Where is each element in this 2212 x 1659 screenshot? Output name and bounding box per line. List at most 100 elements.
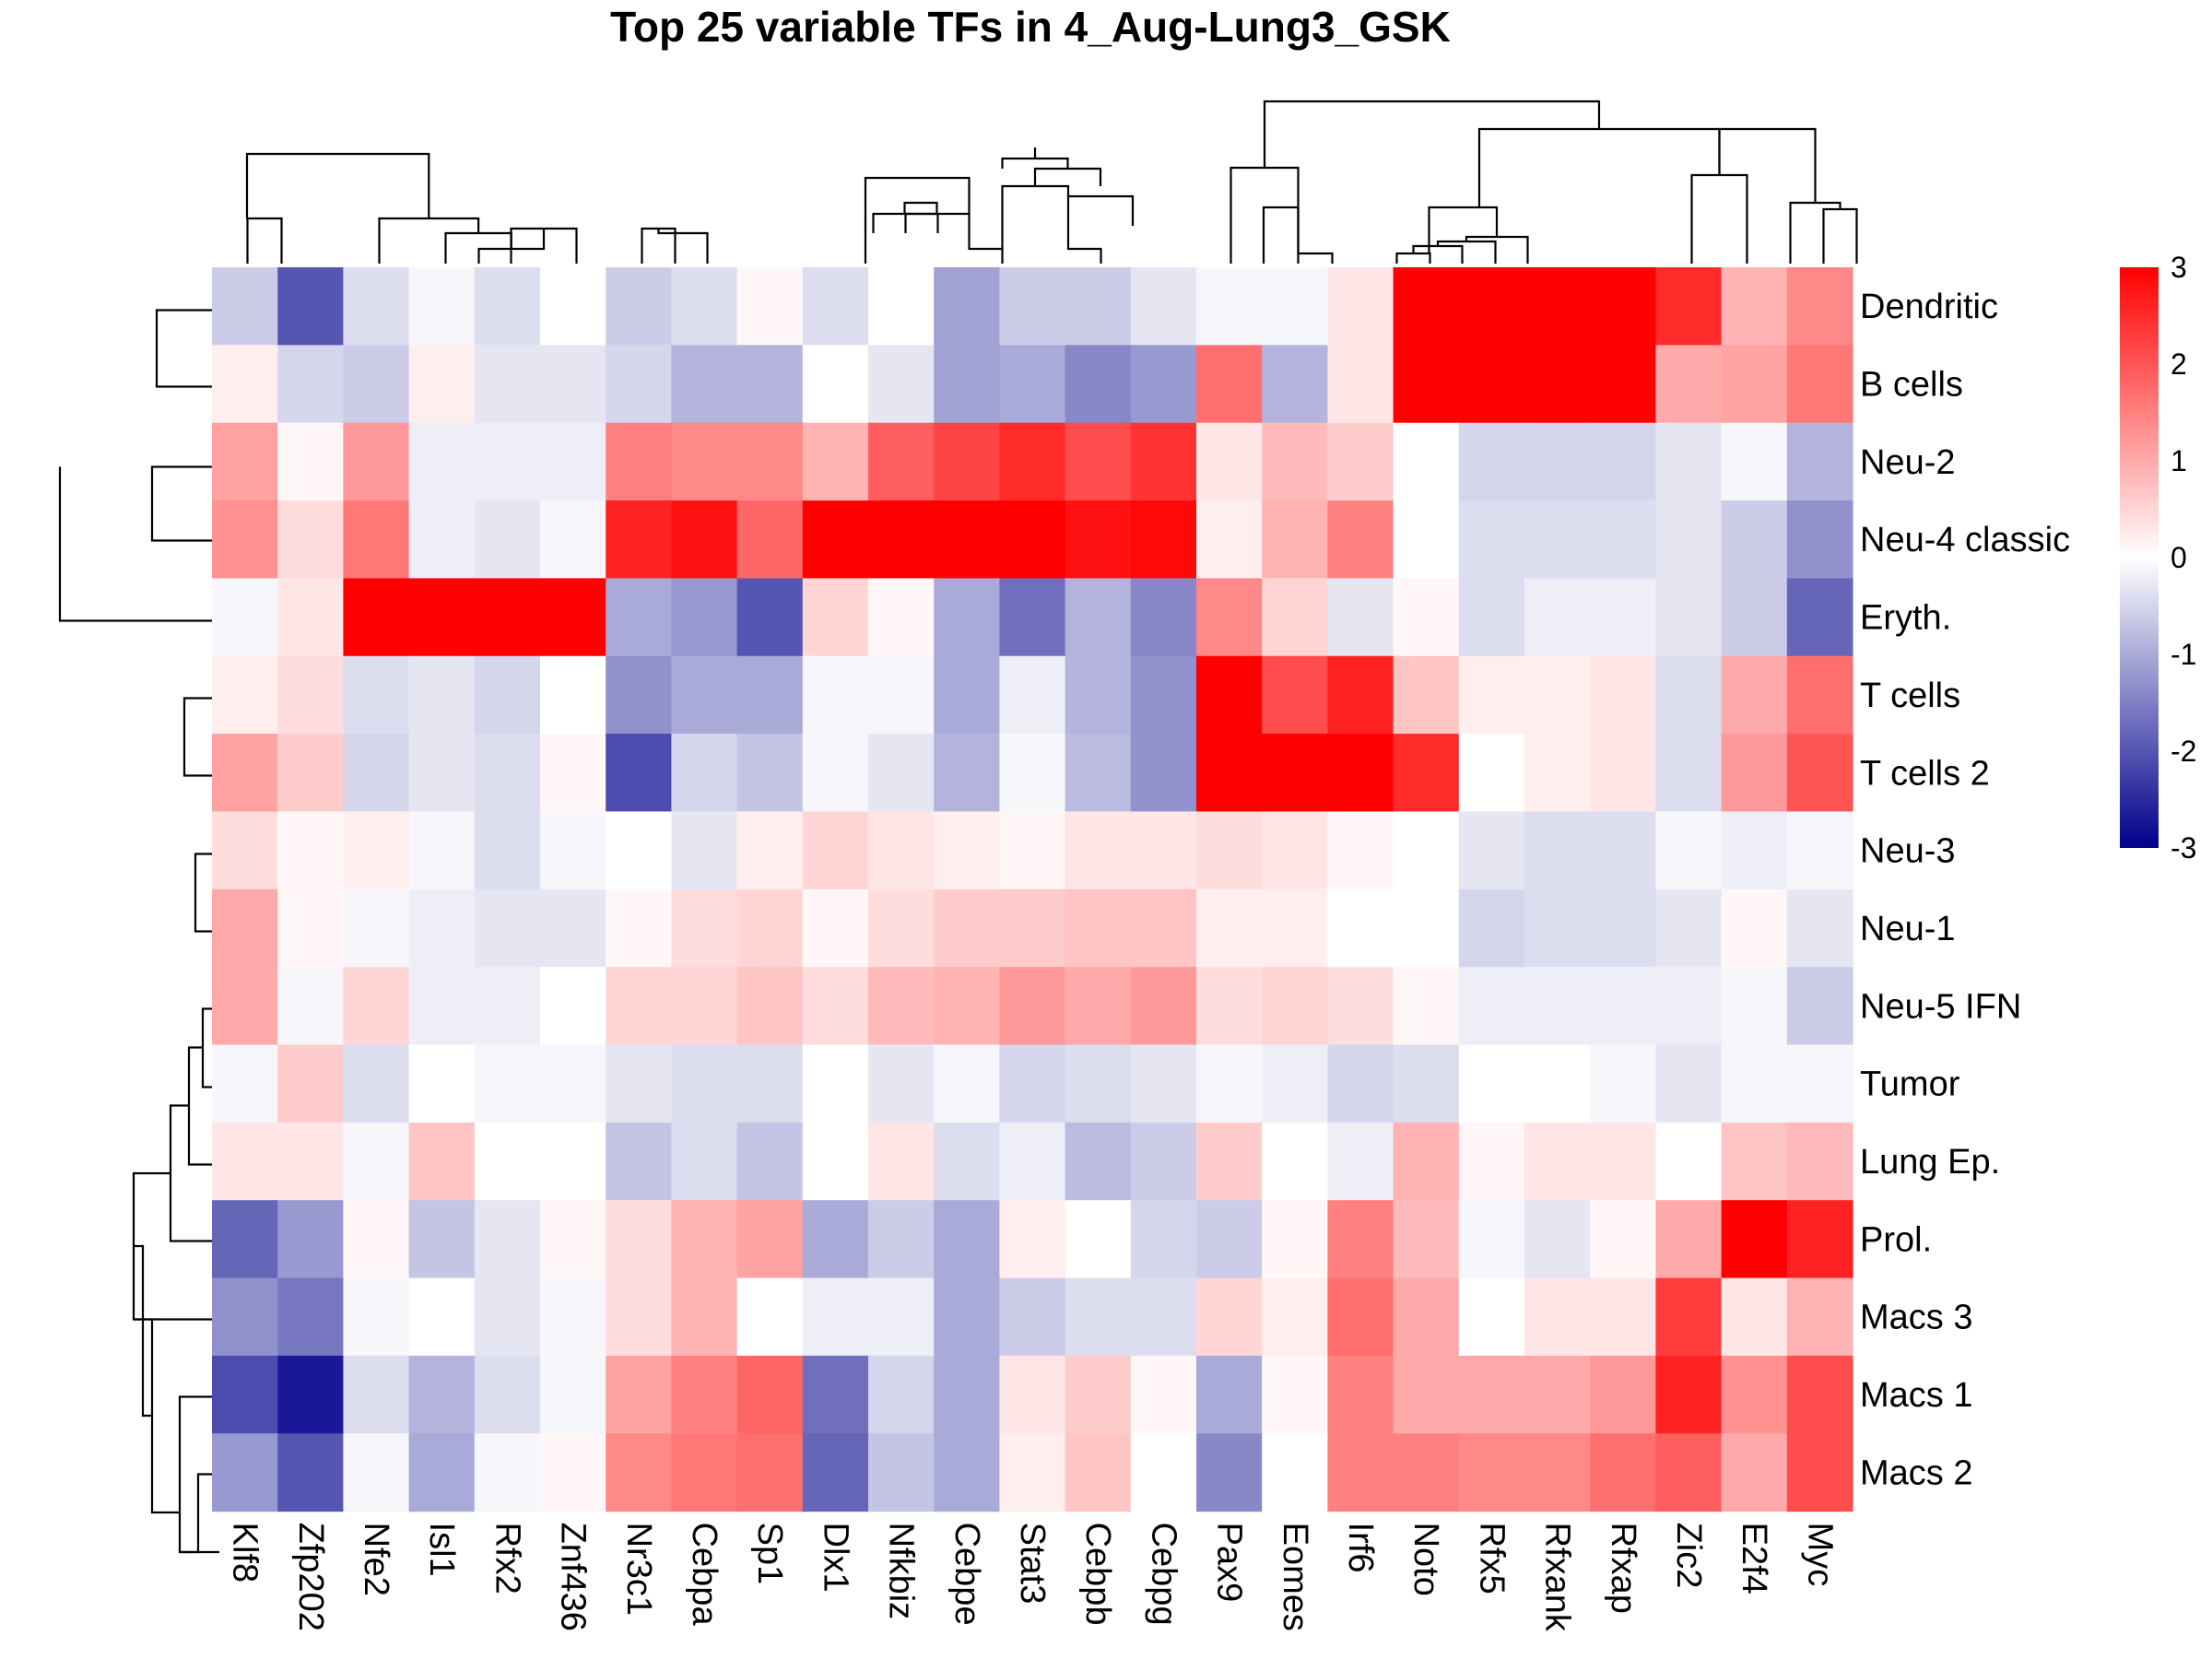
heatmap-cell [802, 1355, 869, 1434]
heatmap-cell [1065, 578, 1132, 657]
heatmap-cell [736, 1122, 804, 1201]
heatmap-cell [1130, 1122, 1197, 1201]
heatmap-cell [343, 578, 410, 657]
heatmap-cell [1196, 811, 1263, 890]
heatmap-cell [802, 1044, 869, 1124]
heatmap-cell [1262, 1277, 1328, 1357]
heatmap-cell [408, 345, 476, 424]
heatmap-cell [1524, 734, 1591, 813]
heatmap-cell [540, 500, 606, 579]
heatmap-cell [343, 967, 410, 1046]
heatmap-cell [1393, 1433, 1460, 1512]
heatmap-cell [1327, 578, 1394, 657]
heatmap-cell [802, 1122, 869, 1201]
heatmap-cell [408, 422, 476, 501]
heatmap-cell [1655, 267, 1723, 346]
heatmap-cell [671, 1200, 738, 1279]
heatmap-cell [1655, 1122, 1723, 1201]
heatmap-cell [277, 888, 344, 968]
heatmap-cell [606, 1122, 672, 1201]
heatmap-cell [1065, 1433, 1132, 1512]
heatmap-cell [212, 655, 278, 735]
heatmap-cell [1196, 422, 1263, 501]
heatmap-cell [1196, 1044, 1263, 1124]
heatmap-cell [1130, 578, 1197, 657]
heatmap-cell [474, 1355, 541, 1434]
heatmap-cell [1196, 655, 1263, 735]
heatmap-cell [999, 967, 1066, 1046]
heatmap-cell [671, 422, 738, 501]
heatmap-cell [1655, 578, 1723, 657]
heatmap-cell [1786, 1200, 1853, 1279]
heatmap-cell [1130, 734, 1197, 813]
heatmap-cell [212, 1355, 278, 1434]
heatmap-cell [1786, 811, 1853, 890]
heatmap-cell [474, 1200, 541, 1279]
heatmap-cell [1524, 1277, 1591, 1357]
heatmap-cell [1327, 1200, 1394, 1279]
heatmap-cell [1327, 1355, 1394, 1434]
heatmap-cell [1458, 1355, 1525, 1434]
heatmap-cell [1590, 1122, 1656, 1201]
heatmap-cell [606, 267, 672, 346]
heatmap-cell [1327, 734, 1394, 813]
heatmap-cell [868, 1277, 935, 1357]
heatmap-cell [1262, 1355, 1328, 1434]
heatmap-cell [802, 345, 869, 424]
heatmap-cell [802, 422, 869, 501]
column-label: Zfp202 [291, 1523, 330, 1631]
heatmap-cell [1721, 888, 1788, 968]
row-label: B cells [1860, 366, 1963, 405]
heatmap-cell [606, 1044, 672, 1124]
heatmap-cell [1721, 967, 1788, 1046]
colorbar-tick-label: 2 [2171, 347, 2187, 381]
heatmap-cell [671, 811, 738, 890]
heatmap-cell [1590, 1277, 1656, 1357]
heatmap-cell [1393, 578, 1460, 657]
heatmap-cell [343, 500, 410, 579]
heatmap-cell [212, 578, 278, 657]
heatmap-cell [1655, 1355, 1723, 1434]
heatmap-cell [1262, 888, 1328, 968]
heatmap-cell [1786, 655, 1853, 735]
heatmap-cell [1786, 967, 1853, 1046]
heatmap-cell [868, 967, 935, 1046]
heatmap-cell [999, 578, 1066, 657]
heatmap-cell [999, 1044, 1066, 1124]
heatmap-cell [1786, 345, 1853, 424]
heatmap-cell [1524, 811, 1591, 890]
heatmap-cell [802, 1433, 869, 1512]
heatmap-cell [999, 422, 1066, 501]
column-label: Sp1 [750, 1523, 789, 1585]
heatmap-cell [1130, 1200, 1197, 1279]
heatmap-cell [1130, 888, 1197, 968]
heatmap-cell [736, 1355, 804, 1434]
heatmap-cell [1327, 267, 1394, 346]
heatmap-cell [1065, 1044, 1132, 1124]
heatmap-cell [1458, 1200, 1525, 1279]
heatmap-cell [1458, 967, 1525, 1046]
heatmap-cell [1590, 1355, 1656, 1434]
heatmap-cell [408, 1433, 476, 1512]
heatmap-cell [1130, 1355, 1197, 1434]
heatmap-cell [474, 811, 541, 890]
heatmap-cell [343, 734, 410, 813]
heatmap-cell [1196, 1355, 1263, 1434]
heatmap-cell [540, 1433, 606, 1512]
heatmap-cell [1262, 1200, 1328, 1279]
heatmap-cell [1458, 422, 1525, 501]
heatmap-cell [277, 967, 344, 1046]
heatmap-cell [408, 1122, 476, 1201]
row-labels: Dendritic B cells Neu-2 Neu-4 classic Eryth.… [1860, 288, 2070, 1492]
heatmap-cell [277, 345, 344, 424]
heatmap-cell [606, 655, 672, 735]
heatmap-cell [1458, 1277, 1525, 1357]
row-label: Dendritic [1860, 288, 1998, 326]
heatmap-cell [934, 500, 1000, 579]
heatmap-cell [1524, 1355, 1591, 1434]
column-label: Myc [1800, 1523, 1839, 1587]
heatmap-cell [999, 1433, 1066, 1512]
heatmap-cell [1458, 1433, 1525, 1512]
heatmap-cell [671, 1122, 738, 1201]
heatmap-cell [343, 1200, 410, 1279]
